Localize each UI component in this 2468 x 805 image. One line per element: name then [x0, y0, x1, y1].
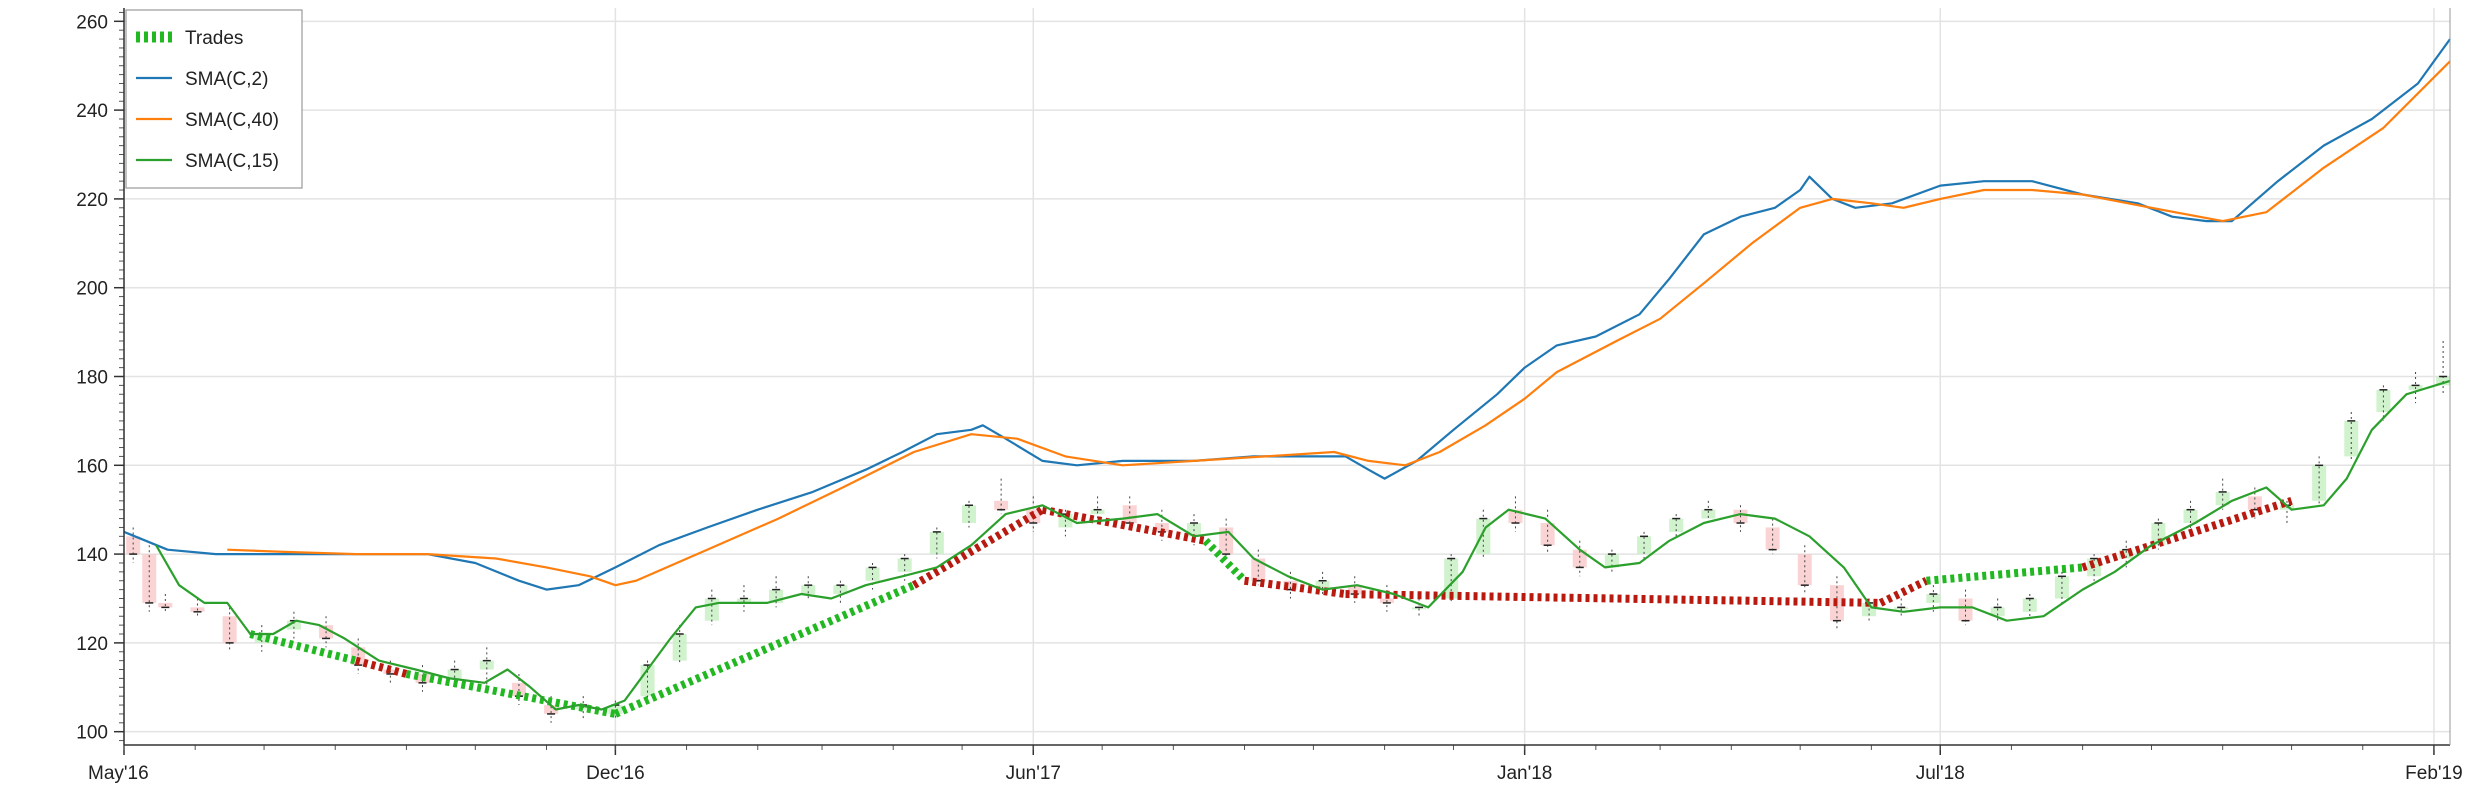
legend-label: SMA(C,2): [185, 69, 268, 90]
candle-body: [544, 705, 559, 714]
candle-body: [1765, 527, 1780, 550]
trade-segment: [1878, 577, 1929, 607]
y-tick-label: 160: [76, 456, 108, 477]
candle-body: [2215, 491, 2230, 506]
candle-body: [1154, 523, 1169, 532]
trade-segment: [1243, 576, 1347, 599]
candle-body: [1701, 509, 1716, 519]
legend: Trades SMA(C,2) SMA(C,40) SMA(C,15): [125, 9, 303, 189]
candle-body: [1283, 580, 1298, 590]
trade-segment: [613, 581, 916, 718]
y-tick-label: 200: [76, 279, 108, 300]
sma-lines: [123, 38, 2451, 711]
candle-body: [447, 669, 462, 679]
candle-body: [286, 620, 301, 630]
candle-body: [833, 585, 848, 595]
candle-body: [704, 598, 719, 621]
trade-segment: [1041, 505, 1207, 545]
candle-body: [254, 634, 269, 643]
trade-segment: [1345, 590, 1881, 607]
candle-body: [2119, 549, 2134, 559]
trade-segment: [354, 656, 408, 678]
legend-label: SMA(C,40): [185, 110, 279, 131]
grid-lines: [123, 8, 2450, 745]
trade-segment: [911, 506, 1045, 589]
candle-body: [1251, 558, 1266, 581]
candle-body: [222, 616, 237, 643]
x-tick-label: Feb'19: [2405, 763, 2463, 784]
candle-body: [801, 585, 816, 595]
series-line-smac15: [155, 379, 2451, 711]
candle-body: [1412, 607, 1427, 610]
trade-segment: [1202, 537, 1248, 584]
candle-body: [1572, 549, 1587, 568]
trade-segment: [405, 670, 617, 718]
candle-body: [1958, 598, 1973, 621]
y-tick-label: 100: [76, 723, 108, 744]
y-tick-label: 220: [76, 190, 108, 211]
candle-body: [142, 554, 157, 603]
x-tick-label: Jul'18: [1916, 763, 1965, 784]
y-tick-label: 120: [76, 634, 108, 655]
series-line-smac2: [123, 38, 2451, 591]
candle-body: [1540, 523, 1555, 546]
candle-body: [1347, 585, 1362, 595]
y-tick-label: 260: [76, 12, 108, 33]
legend-label: Trades: [185, 28, 243, 49]
x-tick-label: Dec'16: [586, 763, 645, 784]
trade-segment: [249, 630, 357, 665]
candle-body: [961, 505, 976, 524]
candle-body: [2436, 376, 2451, 386]
candle-body: [1315, 580, 1330, 590]
x-tick-label: Jun'17: [1006, 763, 1061, 784]
axes: 100 120 140 160 180 200 220 240 260 May'16 Dec'16 J…: [76, 8, 2463, 784]
candle-body: [608, 705, 623, 714]
candle-body: [1926, 594, 1941, 603]
x-tick-label: Jan'18: [1497, 763, 1552, 784]
candle-body: [479, 660, 494, 670]
candle-body: [672, 634, 687, 661]
legend-label: SMA(C,15): [185, 151, 279, 172]
trade-segment: [1926, 563, 2083, 585]
y-tick-label: 240: [76, 101, 108, 122]
candle-body: [126, 536, 141, 555]
series-line-smac40: [227, 60, 2451, 587]
x-tick-label: May'16: [88, 763, 149, 784]
y-tick-label: 140: [76, 545, 108, 566]
candle-body: [1797, 554, 1812, 586]
candle-body: [1990, 607, 2005, 617]
y-tick-label: 180: [76, 368, 108, 389]
trade-segments: [249, 497, 2293, 718]
candle-body: [1894, 607, 1909, 610]
candle-body: [1637, 536, 1652, 555]
